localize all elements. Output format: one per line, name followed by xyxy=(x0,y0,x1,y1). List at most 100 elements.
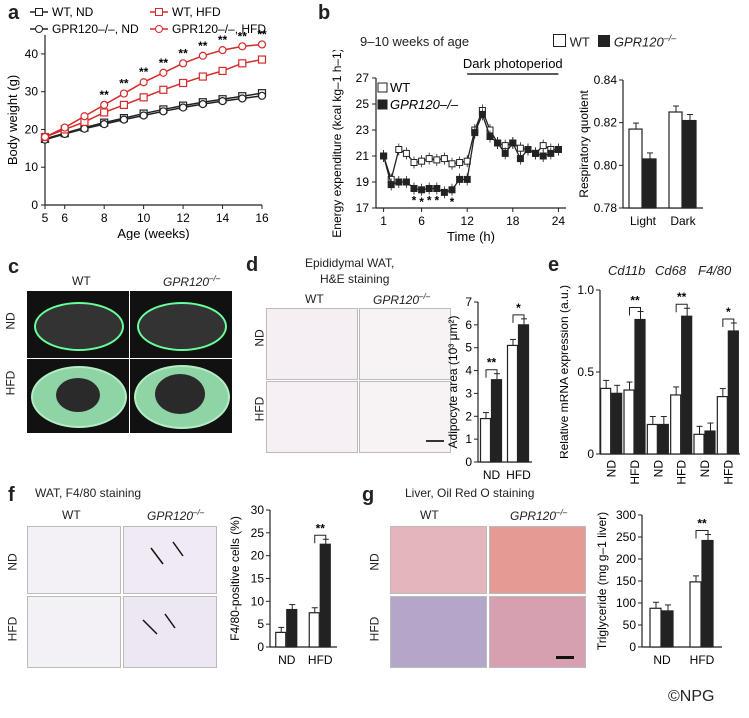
data-point xyxy=(440,188,448,196)
panel-f-col-ko: GPR120–/– xyxy=(147,508,205,523)
legend-marker xyxy=(155,25,163,33)
data-point xyxy=(456,159,464,166)
data-point xyxy=(257,40,267,49)
y-tick-label: 250 xyxy=(616,530,636,544)
data-point xyxy=(257,91,267,100)
legend-label: GPR120–/–, ND xyxy=(52,22,139,36)
bar xyxy=(657,423,669,455)
legend-marker xyxy=(35,25,43,33)
ct-scan-wt-hfd-body xyxy=(31,366,127,428)
y-tick-label: 23 xyxy=(356,123,370,137)
micrograph-arrows-f xyxy=(142,541,184,635)
bar xyxy=(634,318,646,455)
x-tick-label: 12 xyxy=(176,211,190,225)
panel-c-col-ko: GPR120–/– xyxy=(163,274,221,289)
x-tick-label: HFD xyxy=(675,460,689,485)
series-line xyxy=(382,108,559,182)
micrograph-d-wt-nd xyxy=(266,308,358,380)
micrograph-d-ko-hfd xyxy=(359,381,451,453)
data-point xyxy=(433,156,441,164)
data-point xyxy=(238,59,247,68)
y-axis-label: F4/80-positive cells (%) xyxy=(228,516,242,641)
x-tick-label: 16 xyxy=(255,211,269,225)
y-tick-label: 0 xyxy=(465,455,472,469)
micrograph-d-ko-nd xyxy=(359,308,451,380)
data-point xyxy=(418,186,426,194)
bar xyxy=(623,389,635,455)
y-tick-label: 27 xyxy=(356,71,370,85)
y-tick-label: 10 xyxy=(25,160,39,174)
panel-f-row-nd: ND xyxy=(5,553,20,571)
copyright-notice: ©NPG xyxy=(668,688,715,705)
bar xyxy=(319,543,331,648)
data-point xyxy=(198,51,207,60)
significance-label: ** xyxy=(677,290,687,304)
bar xyxy=(506,344,519,463)
significance-label: ** xyxy=(159,56,169,70)
y-tick-label: 5 xyxy=(465,341,472,355)
significance-label: ** xyxy=(487,356,497,370)
data-point xyxy=(178,59,188,68)
y-tick-label: 100 xyxy=(616,596,636,610)
data-point xyxy=(100,108,109,117)
y-tick-label: 30 xyxy=(251,503,265,517)
x-tick-label: HFD xyxy=(690,653,715,667)
data-point xyxy=(395,146,403,153)
y-tick-label: 300 xyxy=(616,508,636,522)
bar xyxy=(600,387,612,455)
bar xyxy=(701,539,714,648)
y-tick-label: 4 xyxy=(465,364,472,378)
y-tick-label: 3 xyxy=(465,386,472,400)
x-tick-label: HFD xyxy=(628,460,642,485)
ct-scan-ko-nd-body xyxy=(137,302,227,351)
panel-g-row-hfd: HFD xyxy=(367,616,382,642)
data-point xyxy=(40,132,50,142)
significance-label: * xyxy=(516,301,521,315)
f480-positive-chart: 0 5 10 15 20 25 30 F4/80-positive cells (%) ND HF… xyxy=(228,503,337,667)
y-tick-label: 20 xyxy=(25,122,39,136)
body-weight-chart: 0 10 20 30 40 5 6 8 10 12 14 16 Age (weeks) Body weig… xyxy=(5,5,269,240)
ct-scan-wt-hfd-core xyxy=(56,378,100,412)
data-point xyxy=(139,78,148,87)
data-point xyxy=(402,149,410,157)
y-axis-label: Triglyceride (mg g–1 liver) xyxy=(595,512,609,650)
ct-scan-wt-nd-body xyxy=(34,302,124,351)
data-point xyxy=(159,107,168,116)
significance-label: ** xyxy=(178,46,188,60)
arrow-icon xyxy=(150,547,164,565)
data-point xyxy=(425,155,433,163)
x-tick-label: 6 xyxy=(418,214,425,228)
y-tick-label: 15 xyxy=(251,572,265,586)
x-tick-label: 1 xyxy=(380,214,387,228)
micrograph-f-wt-nd xyxy=(27,526,121,594)
panel-g-title: Liver, Oil Red O staining xyxy=(405,486,535,500)
scale-bar-g xyxy=(556,656,574,659)
data-point xyxy=(395,178,403,186)
data-point xyxy=(516,144,524,152)
micrograph-g-wt-nd xyxy=(390,526,487,594)
panel-d-col-wt: WT xyxy=(305,292,324,306)
panel-d-row-nd: ND xyxy=(252,329,267,347)
ct-scan-ko-hfd-core xyxy=(155,374,205,414)
mrna-expression-chart: 0 0.5 1.0 Relative mRNA expression (a.u.) ND… xyxy=(560,283,740,485)
y-tick-label: 0 xyxy=(31,198,38,212)
dark-period-label: Dark photoperiod xyxy=(463,56,563,71)
panel-g-col-ko: GPR120–/– xyxy=(510,508,568,523)
micrograph-f-ko-nd xyxy=(123,526,217,594)
data-point xyxy=(380,152,388,160)
x-tick-label: ND xyxy=(653,653,671,667)
data-point xyxy=(456,175,464,183)
data-point xyxy=(478,110,486,118)
data-point xyxy=(387,181,395,189)
data-point xyxy=(425,185,433,192)
ct-scan-wt-hfd xyxy=(27,359,129,433)
significance-label: ** xyxy=(100,88,110,102)
data-point xyxy=(410,185,418,192)
legend-label: WT, ND xyxy=(52,5,94,19)
series-line xyxy=(44,43,263,138)
y-tick-label: 0 xyxy=(587,447,594,461)
bar xyxy=(308,612,320,648)
ct-scan-wt-nd xyxy=(27,291,129,358)
data-point xyxy=(433,185,441,192)
